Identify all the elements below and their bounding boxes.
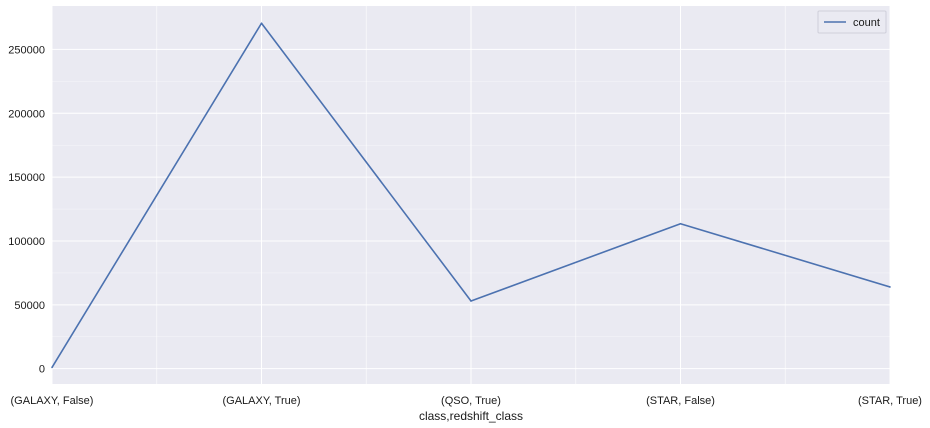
x-axis-label: class,redshift_class: [419, 409, 523, 423]
data-point: [260, 22, 263, 25]
data-point: [679, 222, 682, 225]
x-tick-label: (QSO, True): [441, 395, 501, 407]
legend-label: count: [853, 17, 880, 29]
y-tick-label: 200000: [8, 108, 45, 120]
data-point: [889, 286, 891, 288]
x-tick-label: (STAR, True): [858, 395, 922, 407]
legend-box: [817, 10, 887, 34]
data-point: [470, 300, 472, 302]
x-tick-label: (GALAXY, False): [11, 395, 94, 407]
data-point: [51, 366, 53, 369]
y-tick-label: 0: [39, 364, 45, 376]
x-tick-label: (STAR, False): [646, 395, 715, 407]
x-tick-label: (GALAXY, True): [222, 395, 300, 407]
y-tick-label: 50000: [14, 300, 45, 312]
y-tick-label: 150000: [8, 172, 45, 184]
y-tick-label: 250000: [8, 44, 45, 56]
y-tick-label: 100000: [8, 236, 45, 248]
